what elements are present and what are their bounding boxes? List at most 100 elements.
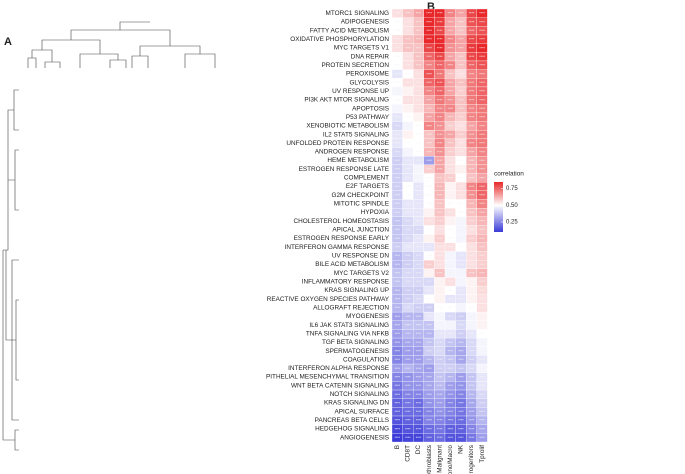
significance-label: **** bbox=[405, 107, 411, 111]
significance-label: **** bbox=[469, 220, 475, 224]
row-label: MTORC1 SIGNALING bbox=[326, 10, 389, 17]
significance-label: **** bbox=[447, 116, 453, 120]
significance-label: **** bbox=[405, 401, 411, 405]
heat-cell bbox=[476, 433, 488, 443]
significance-label: **** bbox=[469, 375, 475, 379]
significance-label: **** bbox=[394, 375, 400, 379]
column-label: Malignant bbox=[436, 445, 443, 473]
row-label: MITOTIC SPINDLE bbox=[334, 201, 389, 208]
significance-label: **** bbox=[469, 176, 475, 180]
significance-label: **** bbox=[405, 436, 411, 440]
significance-label: **** bbox=[458, 401, 464, 405]
significance-label: **** bbox=[458, 297, 464, 301]
significance-label: **** bbox=[416, 150, 422, 154]
significance-label: **** bbox=[479, 194, 485, 198]
significance-label: **** bbox=[394, 64, 400, 68]
significance-label: **** bbox=[479, 107, 485, 111]
significance-label: **** bbox=[437, 410, 443, 414]
significance-label: **** bbox=[469, 289, 475, 293]
significance-label: **** bbox=[458, 419, 464, 423]
significance-label: **** bbox=[416, 306, 422, 310]
significance-label: **** bbox=[458, 427, 464, 431]
significance-label: **** bbox=[479, 410, 485, 414]
significance-label: **** bbox=[458, 81, 464, 85]
significance-label: **** bbox=[394, 228, 400, 232]
significance-label: **** bbox=[447, 323, 453, 327]
significance-label: **** bbox=[426, 185, 432, 189]
row-label: TGF BETA SIGNALING bbox=[322, 339, 389, 346]
significance-label: **** bbox=[405, 176, 411, 180]
significance-label: **** bbox=[469, 64, 475, 68]
significance-label: **** bbox=[416, 46, 422, 50]
significance-label: **** bbox=[458, 194, 464, 198]
significance-label: **** bbox=[447, 202, 453, 206]
significance-label: **** bbox=[405, 133, 411, 137]
significance-label: **** bbox=[469, 419, 475, 423]
significance-label: **** bbox=[394, 194, 400, 198]
significance-label: **** bbox=[416, 72, 422, 76]
significance-label: **** bbox=[405, 358, 411, 362]
significance-label: **** bbox=[458, 384, 464, 388]
row-label: APICAL SURFACE bbox=[335, 408, 389, 415]
significance-label: **** bbox=[405, 228, 411, 232]
significance-label: **** bbox=[416, 98, 422, 102]
row-label: UV RESPONSE UP bbox=[332, 88, 389, 95]
column-label: Progenitors bbox=[468, 445, 475, 474]
significance-label: **** bbox=[405, 280, 411, 284]
significance-label: **** bbox=[437, 124, 443, 128]
row-label: PROTEIN SECRETION bbox=[322, 62, 390, 69]
significance-label: **** bbox=[405, 38, 411, 42]
significance-label: **** bbox=[447, 393, 453, 397]
significance-label: **** bbox=[405, 46, 411, 50]
significance-label: **** bbox=[426, 55, 432, 59]
row-label: OXIDATIVE PHOSPHORYLATION bbox=[290, 36, 389, 43]
significance-label: **** bbox=[426, 341, 432, 345]
significance-label: **** bbox=[447, 246, 453, 250]
significance-label: **** bbox=[416, 168, 422, 172]
row-label: DNA REPAIR bbox=[351, 53, 390, 60]
row-label: INFLAMMATORY RESPONSE bbox=[302, 278, 389, 285]
significance-label: **** bbox=[469, 90, 475, 94]
significance-label: **** bbox=[479, 64, 485, 68]
significance-label: **** bbox=[458, 254, 464, 258]
significance-label: **** bbox=[479, 185, 485, 189]
significance-label: **** bbox=[394, 124, 400, 128]
significance-label: **** bbox=[437, 393, 443, 397]
significance-label: **** bbox=[405, 98, 411, 102]
significance-label: **** bbox=[437, 159, 443, 163]
significance-label: **** bbox=[416, 124, 422, 128]
significance-label: **** bbox=[394, 341, 400, 345]
significance-label: **** bbox=[479, 81, 485, 85]
significance-label: **** bbox=[416, 341, 422, 345]
colorbar-tick-label: 0.25 bbox=[506, 220, 518, 226]
significance-label: **** bbox=[405, 323, 411, 327]
significance-label: **** bbox=[447, 289, 453, 293]
significance-label: **** bbox=[469, 98, 475, 102]
significance-label: **** bbox=[437, 107, 443, 111]
significance-label: **** bbox=[469, 228, 475, 232]
significance-label: **** bbox=[416, 375, 422, 379]
significance-label: **** bbox=[437, 20, 443, 24]
significance-label: **** bbox=[394, 90, 400, 94]
column-label: Mono/Macro bbox=[447, 445, 454, 474]
column-label: B bbox=[394, 445, 401, 449]
row-label: FATTY ACID METABOLISM bbox=[310, 27, 389, 34]
significance-label: **** bbox=[416, 427, 422, 431]
significance-label: **** bbox=[405, 427, 411, 431]
significance-label: **** bbox=[426, 410, 432, 414]
significance-label: **** bbox=[447, 107, 453, 111]
significance-label: **** bbox=[394, 306, 400, 310]
significance-label: **** bbox=[405, 29, 411, 33]
significance-label: **** bbox=[405, 272, 411, 276]
significance-label: **** bbox=[447, 419, 453, 423]
significance-label: **** bbox=[479, 116, 485, 120]
significance-label: **** bbox=[458, 341, 464, 345]
significance-label: **** bbox=[479, 124, 485, 128]
significance-label: **** bbox=[458, 72, 464, 76]
significance-label: **** bbox=[416, 289, 422, 293]
row-label: PEROXISOME bbox=[346, 71, 389, 78]
row-label: PANCREAS BETA CELLS bbox=[315, 417, 389, 424]
significance-label: **** bbox=[426, 384, 432, 388]
significance-label: **** bbox=[447, 142, 453, 146]
